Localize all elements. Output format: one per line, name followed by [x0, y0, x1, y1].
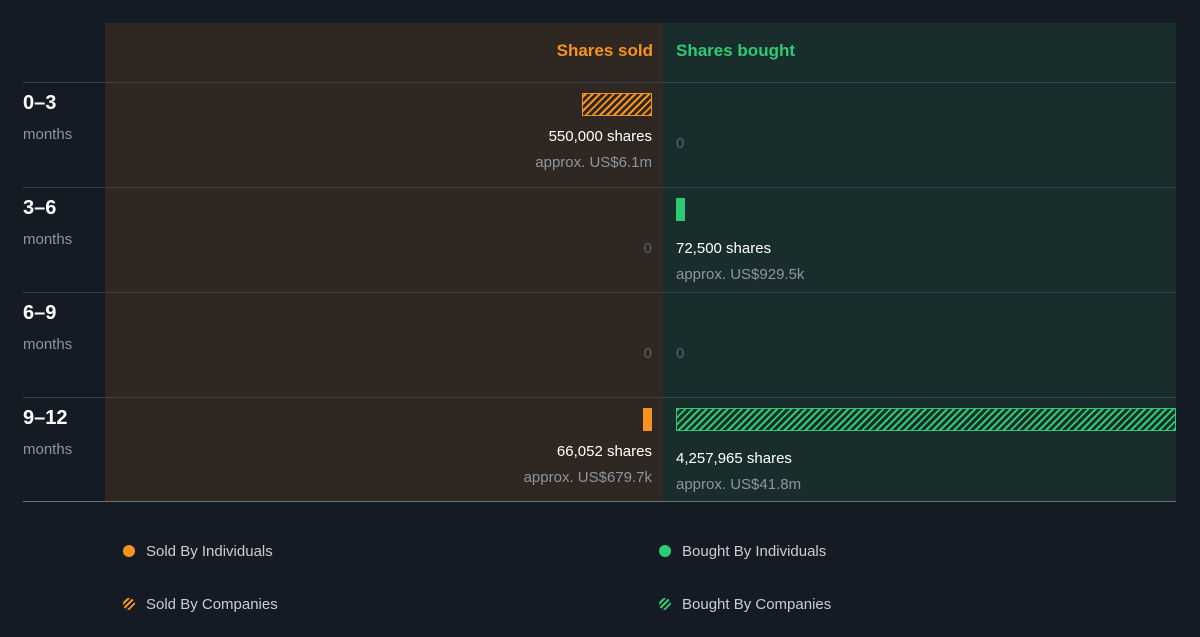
sold-individuals-dot-icon: [123, 545, 135, 557]
sold-bar: [582, 93, 652, 116]
sold-approx-value: approx. US$679.7k: [523, 469, 652, 486]
sold-zero-value: 0: [643, 345, 652, 362]
row-divider: [23, 292, 1176, 293]
sold-shares-text: 66,052 shares: [556, 443, 652, 460]
sold-bar: [643, 408, 652, 431]
bought-bar: [676, 408, 1176, 431]
row-divider: [23, 187, 1176, 188]
bought-shares-text: 4,257,965 shares: [676, 450, 792, 467]
legend-label: Bought By Individuals: [682, 543, 827, 560]
legend-label: Bought By Companies: [682, 596, 832, 613]
period-label: 9–12: [23, 407, 68, 429]
bought-shares-text: 72,500 shares: [676, 240, 772, 257]
period-label: 6–9: [23, 302, 57, 324]
row-divider: [23, 82, 1176, 83]
sold-panel: [105, 23, 663, 501]
period-unit-label: months: [23, 441, 73, 458]
bought-zero-value: 0: [676, 345, 685, 362]
sold-shares-text: 550,000 shares: [548, 128, 652, 145]
period-label: 0–3: [23, 92, 57, 114]
row-divider: [23, 397, 1176, 398]
bought-companies-hatch-icon: [659, 598, 671, 610]
period-unit-label: months: [23, 126, 73, 143]
shares-bought-header: Shares bought: [676, 41, 796, 60]
sold-companies-hatch-icon: [123, 598, 135, 610]
bought-approx-value: approx. US$929.5k: [676, 266, 805, 283]
chart-bottom-divider: [23, 501, 1176, 502]
period-unit-label: months: [23, 336, 73, 353]
bought-bar: [676, 198, 685, 221]
sold-zero-value: 0: [643, 240, 652, 257]
bought-individuals-dot-icon: [659, 545, 671, 557]
period-unit-label: months: [23, 231, 73, 248]
legend-label: Sold By Companies: [146, 596, 278, 613]
shares-sold-header: Shares sold: [556, 41, 653, 60]
bought-approx-value: approx. US$41.8m: [676, 476, 802, 493]
bought-zero-value: 0: [676, 135, 685, 152]
period-label: 3–6: [23, 197, 57, 219]
sold-approx-value: approx. US$6.1m: [535, 154, 652, 171]
legend-label: Sold By Individuals: [146, 543, 273, 560]
